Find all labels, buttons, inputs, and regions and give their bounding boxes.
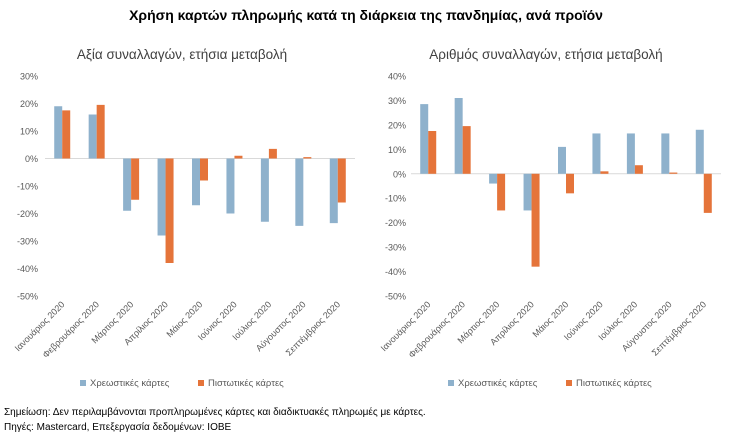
legend-label: Πιστωτικές κάρτες (208, 378, 284, 389)
bar-credit (531, 173, 540, 267)
bar-debit (523, 173, 532, 211)
chart-transaction-count: Αριθμός συναλλαγών, ετήσια μεταβολή 40% 30… (379, 47, 721, 389)
bar-credit (303, 157, 312, 159)
legend-swatch (80, 380, 86, 386)
legend-label: Χρεωστικές κάρτες (90, 378, 170, 389)
bar-credit (131, 158, 140, 200)
bar-credit (634, 165, 643, 174)
legend-label: Χρεωστικές κάρτες (458, 378, 538, 389)
bar-debit (592, 133, 601, 174)
bar-debit (558, 146, 566, 174)
bar-debit (157, 158, 166, 236)
bar-credit (566, 173, 574, 194)
bar-credit (62, 110, 71, 159)
bar-credit (703, 173, 712, 213)
bar-debit (626, 133, 635, 174)
y-tick-label: -10% (17, 182, 38, 192)
y-tick-label: -20% (385, 218, 406, 228)
y-tick-label: 30% (20, 72, 38, 82)
bar-credit (165, 158, 174, 263)
chart-transaction-value: Αξία συναλλαγών, ετήσια μεταβολή 30% 20% 10… (13, 47, 355, 389)
y-tick-label: 0% (25, 154, 38, 164)
footnote-note: Σημείωση: Δεν περιλαμβάνονται προπληρωμέ… (4, 407, 426, 418)
bar-debit (260, 158, 269, 222)
chart-title: Αξία συναλλαγών, ετήσια μεταβολή (77, 47, 287, 62)
chart-title: Αριθμός συναλλαγών, ετήσια μεταβολή (429, 47, 662, 62)
bar-debit (192, 158, 200, 206)
y-tick-label: 20% (388, 120, 406, 130)
bar-credit (462, 126, 471, 174)
y-tick-label: -40% (385, 267, 406, 277)
bar-debit (454, 98, 463, 174)
y-tick-label: -50% (385, 292, 406, 302)
y-tick-label: 10% (20, 127, 38, 137)
legend-swatch (566, 380, 572, 386)
y-tick-label: 0% (393, 169, 406, 179)
bar-debit (420, 104, 429, 174)
bar-credit (96, 104, 105, 159)
bar-credit (428, 131, 437, 174)
bar-credit (200, 158, 208, 181)
y-tick-label: -50% (17, 292, 38, 302)
page-title: Χρήση καρτών πληρωμής κατά τη διάρκεια τ… (129, 7, 603, 23)
y-tick-label: 20% (20, 99, 38, 109)
y-tick-label: -40% (17, 264, 38, 274)
y-tick-label: -30% (17, 237, 38, 247)
footnote-source: Πηγές: Mastercard, Επεξεργασία δεδομένων… (4, 422, 232, 433)
y-tick-label: 30% (388, 96, 406, 106)
legend-swatch (448, 380, 454, 386)
bar-debit (54, 106, 63, 159)
bar-debit (226, 158, 235, 214)
y-tick-label: 40% (388, 72, 406, 82)
legend-swatch (198, 380, 204, 386)
y-tick-label: -10% (385, 194, 406, 204)
bar-debit (695, 129, 704, 174)
bar-credit (337, 158, 346, 203)
bar-credit (234, 155, 243, 159)
bar-debit (661, 133, 670, 174)
bar-debit (329, 158, 338, 224)
bar-debit (295, 158, 304, 226)
bar-credit (268, 148, 277, 159)
legend-label: Πιστωτικές κάρτες (576, 378, 652, 389)
y-tick-label: -20% (17, 209, 38, 219)
bar-debit (123, 158, 132, 211)
bar-debit (88, 114, 97, 159)
y-tick-label: -30% (385, 243, 406, 253)
bar-credit (600, 171, 609, 174)
bar-credit (669, 172, 678, 174)
y-tick-label: 10% (388, 145, 406, 155)
bar-credit (497, 173, 506, 211)
bar-debit (489, 173, 498, 184)
